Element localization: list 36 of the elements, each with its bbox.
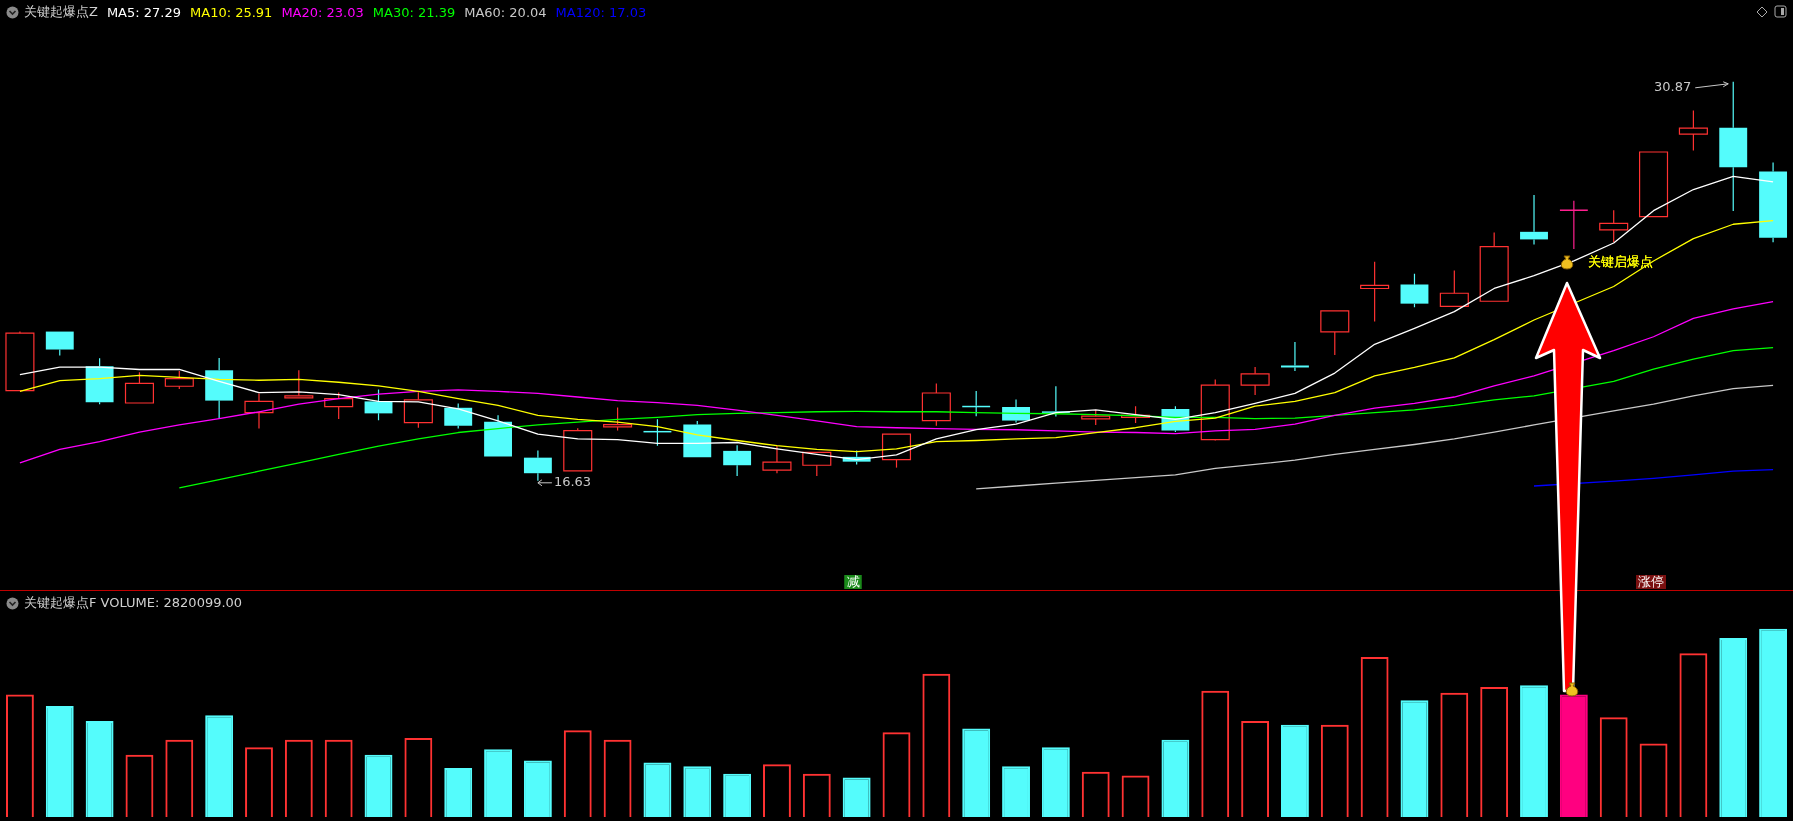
text: MA10: 25.91	[190, 4, 273, 20]
text: MA5: 27.29	[106, 4, 182, 20]
candlestick	[364, 388, 393, 421]
text: MA120: 17.03	[555, 4, 647, 20]
text: 涨停	[1638, 574, 1664, 590]
text: MA20: 23.03	[281, 4, 364, 20]
candlestick	[1281, 341, 1309, 372]
chart-title: 关键起爆点F VOLUME: 2820099.00	[24, 594, 243, 612]
annotation: 16.63	[553, 474, 592, 490]
candlestick	[1559, 200, 1588, 250]
candlestick	[1002, 398, 1030, 424]
candlestick	[1240, 366, 1270, 396]
text: 减	[846, 574, 860, 590]
candlestick	[1360, 261, 1390, 323]
candlestick	[484, 414, 512, 457]
candlestick	[5, 330, 35, 392]
text: MA30: 21.39	[372, 4, 456, 20]
candlestick	[683, 420, 712, 458]
candlestick	[284, 369, 314, 399]
candlestick	[762, 445, 792, 474]
candlestick	[244, 392, 274, 430]
candlestick	[1320, 310, 1350, 356]
candlestick	[723, 444, 752, 477]
candlestick	[1719, 81, 1748, 212]
candlestick	[1759, 161, 1788, 243]
candlestick	[603, 406, 633, 432]
candlestick	[324, 392, 354, 420]
candlestick	[205, 357, 234, 420]
candlestick	[1599, 209, 1629, 243]
candlestick	[1439, 269, 1469, 308]
candlestick	[523, 449, 552, 482]
candlestick	[1520, 194, 1548, 246]
chart-title: 关键起爆点Z	[24, 3, 98, 21]
annotation: 30.87	[1654, 79, 1692, 95]
text: MA60: 20.04	[464, 4, 547, 20]
candlestick	[1678, 109, 1708, 152]
